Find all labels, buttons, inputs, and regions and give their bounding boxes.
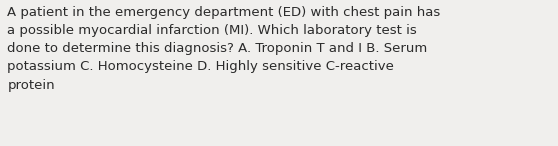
Text: A patient in the emergency department (ED) with chest pain has
a possible myocar: A patient in the emergency department (E…: [7, 6, 440, 92]
